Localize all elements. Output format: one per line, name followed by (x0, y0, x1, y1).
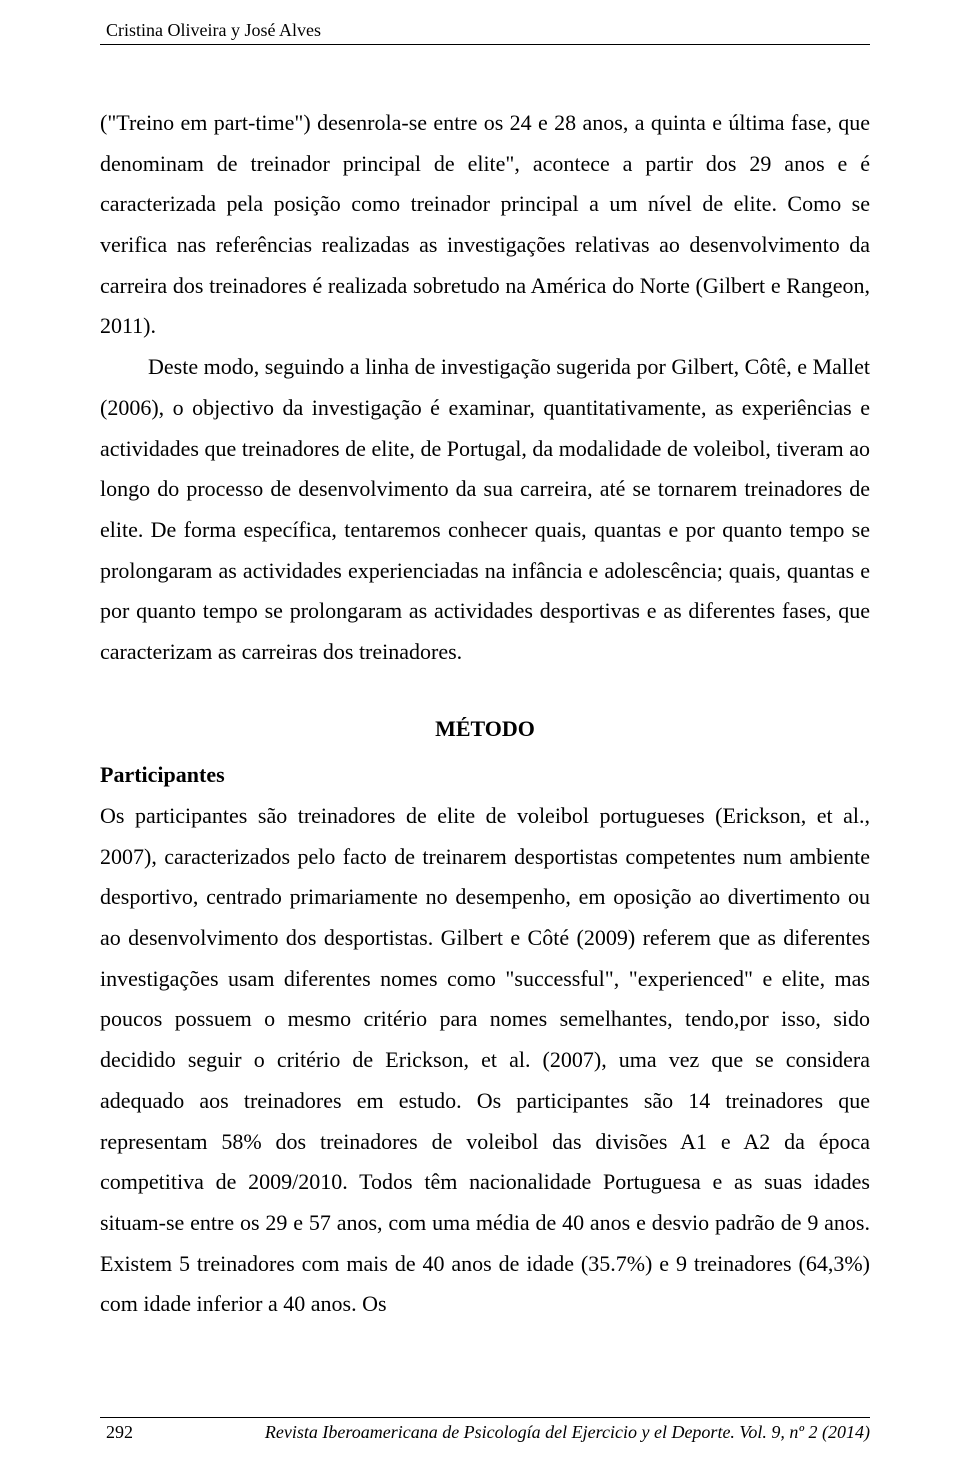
page-footer: 292 Revista Iberoamericana de Psicología… (100, 1417, 870, 1443)
header-authors: Cristina Oliveira y José Alves (100, 20, 870, 41)
paragraph-1: ("Treino em part-time") desenrola-se ent… (100, 103, 870, 347)
body-content: ("Treino em part-time") desenrola-se ent… (100, 103, 870, 1325)
footer-page-number: 292 (100, 1422, 133, 1443)
paragraph-3: Os participantes são treinadores de elit… (100, 796, 870, 1325)
header-rule: Cristina Oliveira y José Alves (100, 20, 870, 45)
paragraph-2: Deste modo, seguindo a linha de investig… (100, 347, 870, 673)
page-container: Cristina Oliveira y José Alves ("Treino … (0, 0, 960, 1325)
footer-journal-citation: Revista Iberoamericana de Psicología del… (265, 1422, 870, 1443)
subsection-heading-participantes: Participantes (100, 755, 870, 796)
section-heading-metodo: MÉTODO (100, 709, 870, 750)
